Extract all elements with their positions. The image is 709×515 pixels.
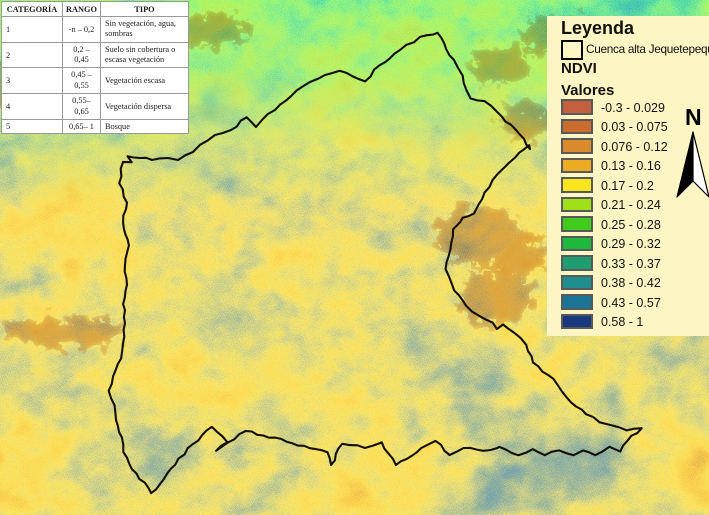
svg-text:N: N [685, 108, 702, 130]
